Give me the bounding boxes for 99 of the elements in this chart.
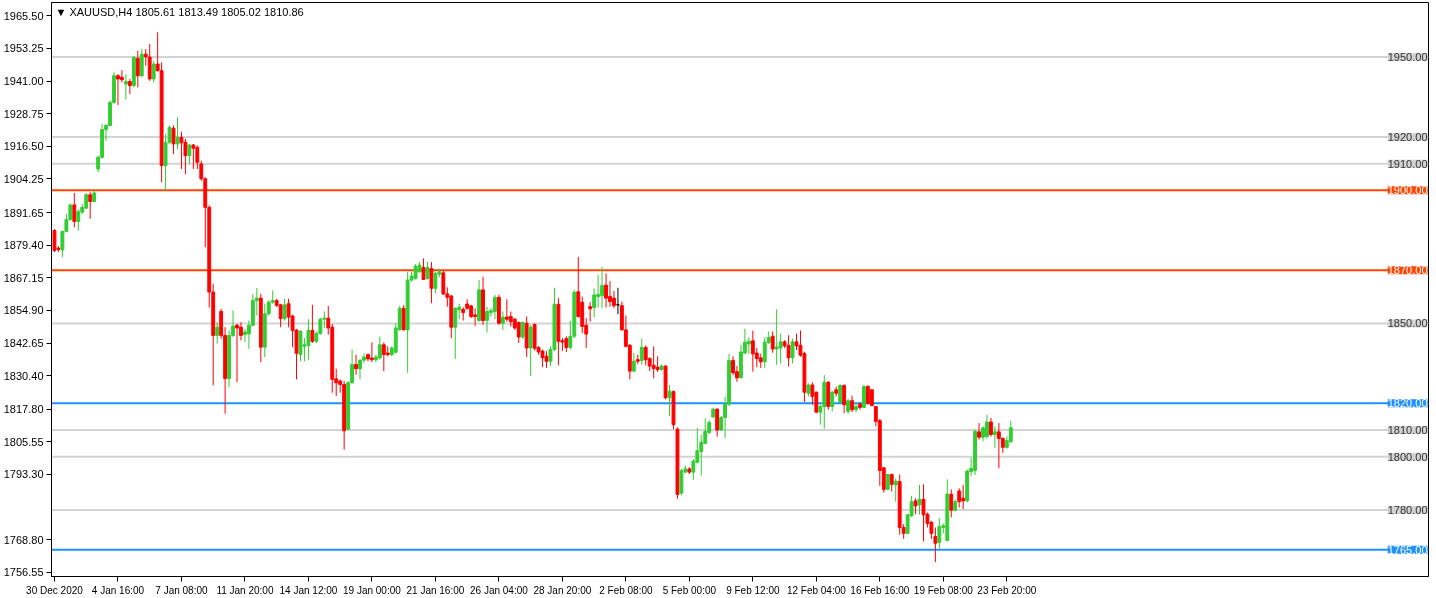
ref-line-label: 1765.00 — [1387, 543, 1428, 556]
candlestick — [989, 417, 993, 437]
y-tick-label: 1916.50 — [3, 140, 44, 153]
candlestick — [750, 330, 755, 373]
candlestick — [151, 60, 156, 83]
candlestick — [528, 324, 533, 377]
ref-line-label: 1820.00 — [1387, 397, 1428, 410]
ref-line-label: 1910.00 — [1387, 157, 1428, 170]
candlestick — [961, 484, 966, 510]
x-tick-label: 23 Feb 20:00 — [977, 584, 1037, 596]
candlestick — [631, 352, 636, 373]
x-tick-label: 16 Feb 16:00 — [850, 584, 910, 596]
candlestick — [139, 48, 144, 78]
candlestick — [381, 341, 386, 372]
y-tick-label: 1941.00 — [3, 75, 44, 88]
candlestick — [127, 78, 132, 95]
candlestick — [600, 266, 604, 309]
candlestick — [235, 323, 239, 383]
x-tick-label: 2 Feb 08:00 — [599, 584, 653, 596]
y-tick-label: 1768.80 — [3, 533, 44, 546]
candlestick — [306, 318, 311, 361]
y-tick-label: 1756.55 — [3, 566, 44, 579]
candlestick — [354, 354, 358, 376]
x-tick-label: 19 Jan 00:00 — [343, 584, 402, 596]
x-tick-label: 11 Jan 20:00 — [216, 584, 274, 596]
candlestick — [179, 131, 184, 170]
y-tick-label: 1879.40 — [3, 239, 44, 252]
candlestick — [977, 422, 981, 441]
x-tick-label: 28 Jan 20:00 — [533, 584, 592, 596]
candlestick — [532, 322, 537, 352]
candlestick — [957, 487, 962, 509]
y-tick-label: 1953.25 — [3, 42, 44, 55]
candlestick — [858, 401, 862, 411]
candlestick — [120, 69, 124, 83]
candlestick — [830, 390, 835, 412]
candlestick — [485, 306, 489, 334]
candlestick — [286, 298, 291, 328]
y-tick-label: 1793.30 — [3, 468, 44, 481]
candlestick — [604, 272, 608, 308]
candlestick — [433, 271, 438, 294]
ref-line-label: 1900.00 — [1387, 184, 1428, 197]
x-tick-label: 7 Jan 08:00 — [155, 584, 209, 596]
y-tick-label: 1867.15 — [3, 271, 44, 284]
candlestick — [985, 414, 989, 440]
y-tick-label: 1965.50 — [3, 9, 44, 22]
candlestick — [667, 384, 672, 417]
ref-line-label: 1870.00 — [1387, 264, 1428, 277]
ref-line-label: 1780.00 — [1387, 503, 1428, 516]
y-tick-label: 1854.90 — [3, 304, 44, 317]
candlestick — [298, 329, 303, 362]
candlestick — [493, 294, 497, 320]
candlestick — [679, 468, 684, 496]
x-tick-label: 26 Jan 04:00 — [469, 584, 529, 596]
y-tick-label: 1842.65 — [3, 337, 44, 350]
x-tick-label: 5 Feb 00:00 — [662, 584, 717, 596]
candlestick — [123, 73, 128, 101]
candlestick — [893, 477, 898, 503]
candlestick — [191, 143, 196, 170]
candlestick — [76, 208, 81, 231]
ref-line-label: 1810.00 — [1387, 424, 1428, 436]
x-tick-label: 30 Dec 2020 — [26, 584, 84, 596]
candlestick — [1008, 420, 1013, 444]
candlestick — [282, 298, 287, 322]
candlestick — [116, 73, 120, 106]
y-tick-label: 1928.75 — [3, 107, 44, 120]
x-tick-label: 21 Jan 16:00 — [406, 584, 465, 596]
candlestick — [774, 308, 779, 366]
ref-line-label: 1920.00 — [1387, 131, 1428, 144]
x-tick-label: 19 Feb 08:00 — [913, 584, 974, 596]
candlestick — [500, 310, 505, 331]
ref-line-label: 1950.00 — [1387, 51, 1428, 64]
x-tick-label: 12 Feb 04:00 — [786, 584, 847, 596]
candlestick — [453, 306, 458, 360]
candlestick — [429, 261, 434, 304]
candlestick — [215, 321, 220, 345]
y-tick-label: 1805.55 — [3, 435, 44, 448]
y-tick-label: 1891.65 — [3, 206, 44, 219]
ref-line-label: 1850.00 — [1387, 317, 1428, 330]
x-tick-label: 14 Jan 12:00 — [279, 584, 338, 596]
candlestick — [175, 116, 180, 150]
candlestick — [588, 301, 593, 323]
x-tick-label: 9 Feb 12:00 — [726, 584, 780, 596]
candlestick — [992, 425, 997, 449]
candlestick — [790, 338, 795, 364]
y-tick-label: 1904.25 — [3, 172, 44, 185]
ref-line-label: 1800.00 — [1387, 450, 1428, 463]
candlestick — [746, 336, 751, 355]
y-tick-label: 1817.80 — [3, 403, 44, 416]
candlestick — [441, 270, 446, 296]
candlestick — [504, 298, 509, 323]
chart-title: ▼ XAUUSD,H4 1805.61 1813.49 1805.02 1810.86 — [55, 5, 304, 18]
candlestick — [72, 192, 77, 228]
x-tick-label: 4 Jan 16:00 — [91, 584, 145, 596]
candlestick — [778, 333, 783, 364]
candlestick — [854, 402, 858, 413]
y-tick-label: 1830.40 — [3, 369, 44, 382]
candlestick — [866, 384, 870, 406]
candlestick — [473, 307, 478, 327]
candlestick — [996, 422, 1001, 469]
